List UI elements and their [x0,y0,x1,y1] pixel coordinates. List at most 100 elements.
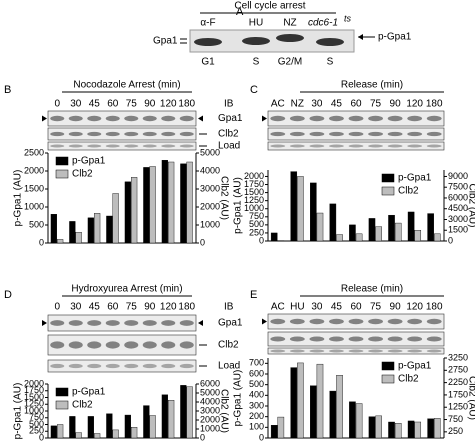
arrowhead [262,115,267,122]
header: Cell cycle arrest [234,1,305,12]
lane-label: 60 [350,302,362,313]
band [289,115,305,122]
y-tick-label: 750 [29,412,44,422]
band [87,144,102,148]
band [161,341,176,349]
y-tick-label: 750 [249,211,264,221]
band [68,115,83,122]
panel-letter: D [4,289,12,301]
arrowhead [262,318,267,325]
phase: S [253,57,260,68]
band [387,336,403,342]
band [124,320,139,326]
legend-label: Clb2 [398,374,419,385]
band [329,336,344,342]
band [426,336,442,342]
lane-label: 75 [126,99,138,110]
bar [310,182,317,242]
band [289,131,305,137]
band [179,363,194,369]
band [87,341,102,349]
bar [427,213,434,242]
arrowhead [198,115,203,122]
y-tick-label: 2000 [244,171,264,181]
legend-label: Clb2 [398,186,419,197]
band [161,115,176,122]
band [142,144,157,148]
y2-tick-label: 4500 [448,203,468,213]
bar [290,171,298,242]
band [105,131,120,137]
y2-tick-label: 1000 [200,219,220,229]
legend-swatch [55,169,69,179]
band [309,131,325,137]
y-axis-label: p-Gpa1 (AU) [13,170,24,227]
superscript: ts [344,13,352,23]
bar [131,177,138,244]
y2-tick-label: 3250 [448,352,468,362]
band [142,131,157,137]
band [368,144,383,148]
bar [112,193,119,244]
y-tick-label: 0 [259,432,264,442]
bar [368,416,376,439]
row-label: Gpa1 [153,36,178,47]
arrowhead [42,320,47,326]
legend-swatch [381,186,395,196]
bar [50,213,57,244]
lane-label: 60 [107,99,119,110]
y-tick-label: 500 [249,219,264,229]
y-tick-label: 500 [29,419,44,429]
bar [297,176,304,242]
bar [394,222,402,242]
arrowhead [42,115,47,122]
band [309,336,325,342]
band [329,144,344,148]
band [387,144,403,148]
band [426,131,442,137]
header: Release (min) [341,80,403,91]
bar [87,217,94,244]
bar [394,423,402,439]
lane-label: 180 [426,302,443,313]
ib-label: IB [224,99,234,110]
band [68,363,83,369]
panel: B Nocodazole Arrest (min) 0 30 45 60 75 90 120 18… [4,80,243,248]
y-tick-label: 1250 [244,195,264,205]
y-tick-label: 250 [29,426,44,436]
y2-tick-label: 1500 [448,225,468,235]
y-tick-label: 600 [249,368,264,378]
band [348,349,364,353]
lane-label: 75 [370,302,382,313]
bar [355,403,363,439]
y-tick-label: 1750 [244,179,264,189]
band [124,115,139,122]
y-tick-label: 1500 [24,392,44,402]
bar [375,226,382,242]
band [68,144,83,148]
lane-label: 180 [426,99,443,110]
bar [434,233,441,242]
bar [168,161,175,244]
band [289,318,305,325]
band [387,131,403,137]
bar [143,167,150,244]
bands [194,34,344,46]
lane-label: NZ [291,99,304,110]
band [179,144,194,148]
y2-axis-label: Clb2 (AU) [466,184,475,228]
bar [427,418,434,439]
band [329,318,344,325]
bar [316,212,324,242]
y-tick-label: 200 [249,411,264,421]
band [387,115,403,122]
y2-axis-label: Clb2 (AU) [466,376,475,420]
lane-label: 75 [126,302,138,313]
band [289,349,305,353]
band [179,320,194,326]
band [426,318,442,325]
y2-tick-label: 6000 [448,192,468,202]
lane-label: 120 [160,99,177,110]
lane-label: 60 [107,302,119,313]
bar [349,224,356,242]
